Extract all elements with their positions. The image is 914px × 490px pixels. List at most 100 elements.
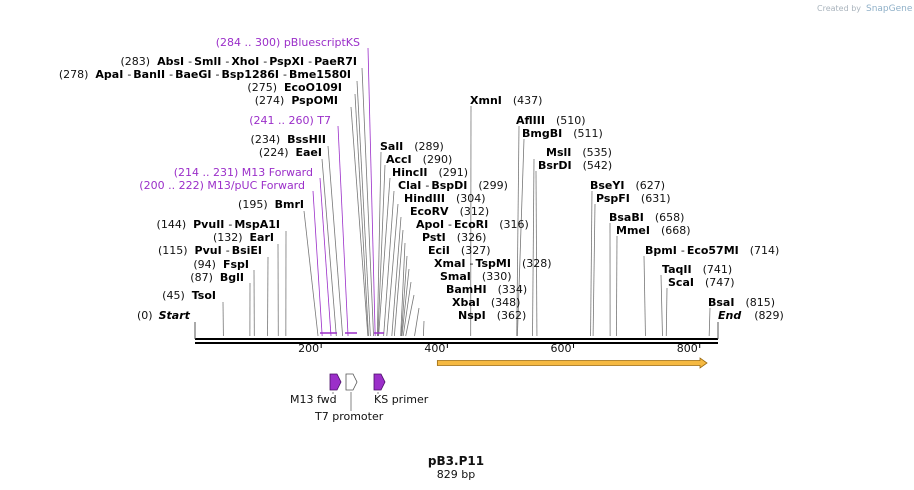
primer-line (312, 190, 323, 337)
enzyme-site-xmai[interactable]: XmaI - TspMI (328) (434, 257, 552, 270)
site-position: (631) (641, 192, 671, 205)
site-line (377, 164, 386, 337)
primer-line (367, 47, 376, 337)
site-position: (289) (414, 140, 444, 153)
site-position: (815) (745, 296, 775, 309)
enzyme-site-msli[interactable]: MslI (535) (546, 146, 612, 159)
enzyme-name: PstI (422, 231, 446, 244)
enzyme-site-scai[interactable]: ScaI (747) (668, 276, 735, 289)
enzyme-site-ecorv[interactable]: EcoRV (312) (410, 205, 489, 218)
site-line (532, 158, 535, 337)
primer-label[interactable]: (214 .. 231) M13 Forward (174, 166, 313, 179)
enzyme-site-bgli[interactable]: (87) BglI (190, 271, 244, 284)
site-position: (283) (120, 55, 150, 68)
enzyme-site-ecoo109i[interactable]: (275) EcoO109I (247, 81, 342, 94)
axis-tick-label: 200 (298, 342, 319, 355)
enzyme-site-tsoi[interactable]: (45) TsoI (162, 289, 216, 302)
created-by-text: Created by (817, 4, 861, 13)
enzyme-name: EcoO109I (284, 81, 342, 94)
site-line (383, 190, 395, 337)
enzyme-site-afliii[interactable]: AflIII (510) (516, 114, 586, 127)
enzyme-site-bsabi[interactable]: BsaBI (658) (609, 211, 684, 224)
orf-arrow[interactable] (436, 357, 708, 369)
enzyme-site-xmni[interactable]: XmnI (437) (470, 94, 542, 107)
enzyme-name: MmeI (616, 224, 650, 237)
axis: 200 400 600 800 (298, 342, 701, 355)
site-line (665, 287, 668, 337)
enzyme-name: XbaI (452, 296, 480, 309)
ks-primer-feature-icon[interactable] (373, 373, 386, 391)
site-position: (94) (193, 258, 216, 271)
enzyme-site-bsai[interactable]: BsaI (815) (708, 296, 775, 309)
primer-label[interactable]: (284 .. 300) pBluescriptKS (216, 36, 360, 49)
enzyme-site-apai[interactable]: (278) ApaI - BanII - BaeGI - Bsp1286I - Bme1580I (59, 68, 351, 81)
enzyme-site-pvuii[interactable]: (144) PvuII - MspA1I (157, 218, 280, 231)
enzyme-site-xbai[interactable]: XbaI (348) (452, 296, 520, 309)
enzyme-site-psti[interactable]: PstI (326) (422, 231, 486, 244)
site-position: (437) (513, 94, 543, 107)
separator: - (308, 55, 312, 68)
enzyme-name: FspI (223, 258, 249, 271)
enzyme-site-pspfi[interactable]: PspFI (631) (596, 192, 671, 205)
enzyme-site-hindiii[interactable]: HindIII (304) (404, 192, 486, 205)
site-position: (741) (703, 263, 733, 276)
enzyme-site-eaei[interactable]: (224) EaeI (259, 146, 322, 159)
enzyme-name: Bme1580I (289, 68, 351, 81)
enzyme-site-sali[interactable]: SalI (289) (380, 140, 444, 153)
enzyme-site-nspi[interactable]: NspI (362) (458, 309, 526, 322)
enzyme-site-pvui[interactable]: (115) PvuI - BsiEI (158, 244, 262, 257)
site-line (402, 281, 412, 337)
site-position: (334) (498, 283, 528, 296)
enzyme-name: ScaI (668, 276, 694, 289)
enzyme-site-bpmi[interactable]: BpmI - Eco57MI (714) (645, 244, 779, 257)
snapgene-logo-text: SnapGene (866, 4, 913, 14)
enzyme-site-bsrdi[interactable]: BsrDI (542) (538, 159, 612, 172)
site-line (356, 80, 371, 337)
primer-line (319, 177, 332, 337)
t7-promoter-feature-icon[interactable] (345, 373, 358, 391)
start-position: (0) (137, 309, 153, 322)
enzyme-name: EcoRI (454, 218, 488, 231)
enzyme-name: AbsI (157, 55, 184, 68)
enzyme-name: BpmI (645, 244, 677, 257)
enzyme-name: BspDI (431, 179, 467, 192)
site-position: (714) (750, 244, 780, 257)
enzyme-name: HincII (392, 166, 428, 179)
enzyme-site-acci[interactable]: AccI (290) (386, 153, 452, 166)
plasmid-length: 829 bp (437, 468, 475, 481)
right-enzyme-labels: XmnI (437) AflIII (510)BmgBI (511) SalI (289) M… (380, 94, 779, 322)
enzyme-site-eari[interactable]: (132) EarI (213, 231, 274, 244)
site-position: (542) (583, 159, 613, 172)
enzyme-site-bamhi[interactable]: BamHI (334) (446, 283, 527, 296)
primer-label[interactable]: (241 .. 260) T7 (249, 114, 331, 127)
enzyme-site-ecii[interactable]: EciI (327) (428, 244, 491, 257)
enzyme-site-bmgbi[interactable]: BmgBI (511) (522, 127, 603, 140)
orf-arrow-shape[interactable] (436, 357, 708, 369)
site-position: (348) (491, 296, 521, 309)
enzyme-site-absi[interactable]: (283) AbsI - SmlI - XhoI - PspXI - PaeR7I (120, 55, 357, 68)
enzyme-site-clai[interactable]: ClaI - BspDI (299) (398, 179, 508, 192)
enzyme-site-taqii[interactable]: TaqII (741) (662, 263, 732, 276)
enzyme-site-bsshii[interactable]: (234) BssHII (251, 133, 326, 146)
site-line (350, 106, 369, 337)
site-line (327, 145, 344, 337)
enzyme-site-bmri[interactable]: (195) BmrI (238, 198, 304, 211)
enzyme-site-smai[interactable]: SmaI (330) (440, 270, 512, 283)
separator: - (169, 68, 173, 81)
site-line (391, 216, 402, 337)
enzyme-name: BsaBI (609, 211, 644, 224)
enzyme-name: SmlI (194, 55, 221, 68)
enzyme-name: PspFI (596, 192, 630, 205)
start-label: (0) Start (137, 309, 191, 322)
enzyme-site-hincii[interactable]: HincII (291) (392, 166, 468, 179)
site-line (401, 268, 410, 337)
site-position: (115) (158, 244, 188, 257)
enzyme-site-pspomi[interactable]: (274) PspOMI (255, 94, 338, 107)
enzyme-site-apoi[interactable]: ApoI - EcoRI (316) (416, 218, 529, 231)
primer-label[interactable]: (200 .. 222) M13/pUC Forward (139, 179, 305, 192)
enzyme-site-mmei[interactable]: MmeI (668) (616, 224, 691, 237)
enzyme-name: BmgBI (522, 127, 562, 140)
enzyme-site-fspi[interactable]: (94) FspI (193, 258, 249, 271)
enzyme-site-bseyi[interactable]: BseYI (627) (590, 179, 665, 192)
m13-fwd-feature-icon[interactable] (329, 373, 342, 391)
